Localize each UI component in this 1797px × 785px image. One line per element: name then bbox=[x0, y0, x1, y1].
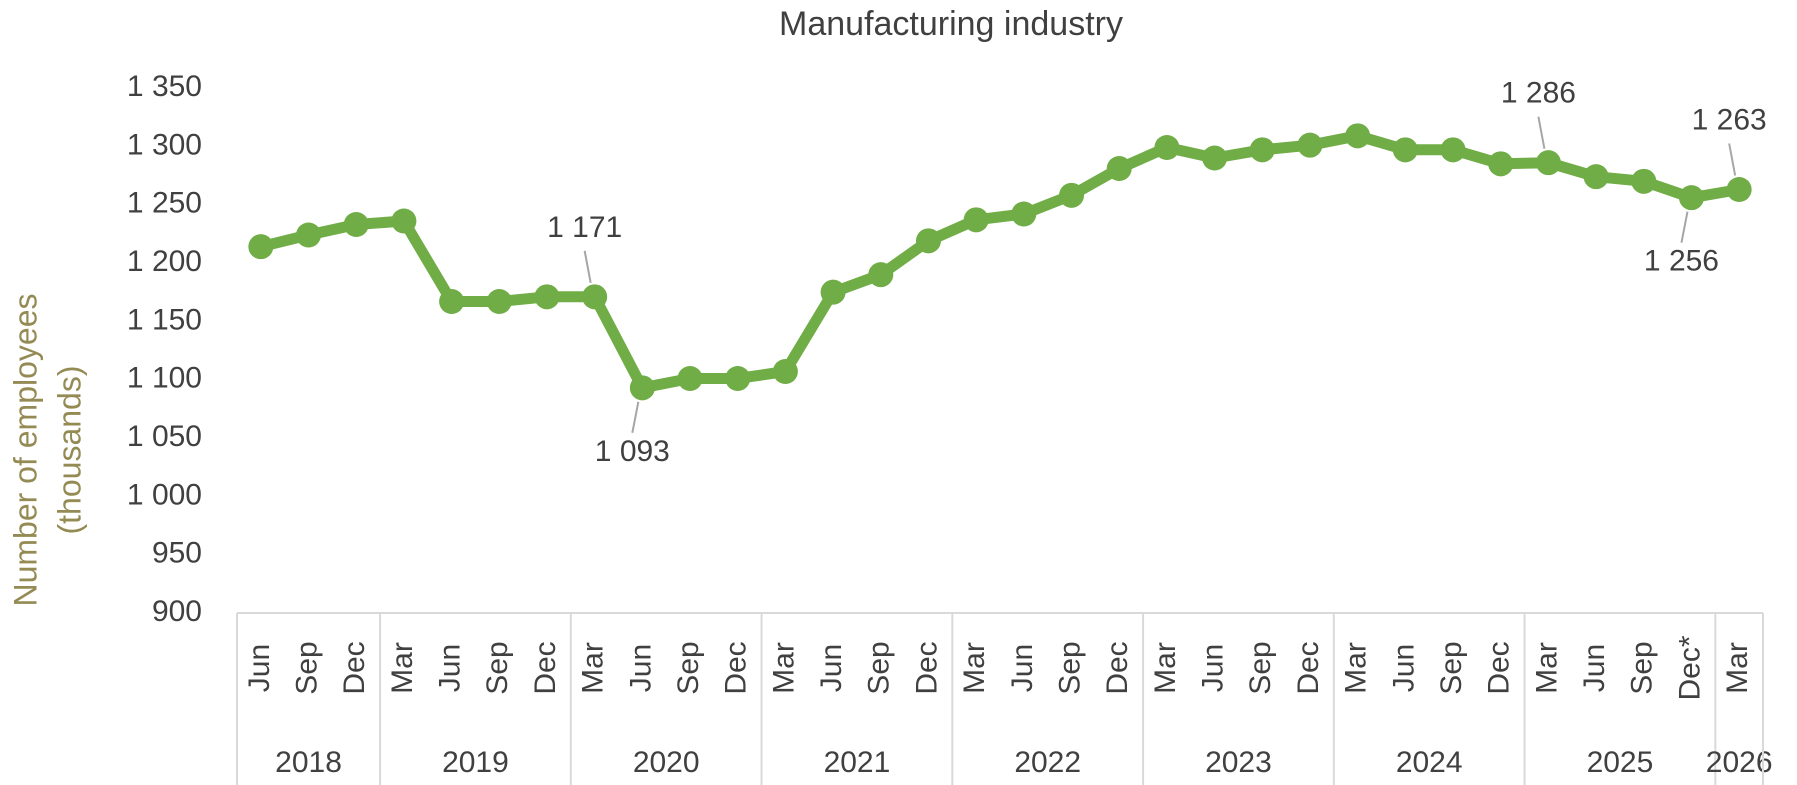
data-label: 1 093 bbox=[595, 435, 670, 468]
data-point bbox=[1678, 185, 1704, 211]
data-point bbox=[1059, 182, 1085, 208]
y-tick-label: 1 200 bbox=[127, 245, 202, 278]
data-point bbox=[772, 359, 798, 384]
data-point bbox=[820, 279, 846, 305]
data-point bbox=[1535, 150, 1561, 176]
data-point bbox=[1154, 135, 1180, 160]
x-tick-label: Jun bbox=[1197, 644, 1230, 692]
data-point bbox=[343, 212, 369, 237]
data-point bbox=[1249, 137, 1275, 163]
x-tick-label: Jun bbox=[1387, 644, 1420, 692]
data-point bbox=[1583, 164, 1609, 190]
y-axis-title: Number of employees bbox=[7, 293, 43, 606]
y-tick-label: 900 bbox=[152, 595, 202, 628]
data-point bbox=[915, 228, 941, 254]
x-group-label: 2024 bbox=[1396, 746, 1463, 779]
data-point bbox=[963, 207, 989, 233]
chart-title: Manufacturing industry bbox=[779, 5, 1123, 43]
data-point bbox=[629, 375, 655, 401]
y-tick-label: 1 100 bbox=[127, 362, 202, 395]
data-point bbox=[1202, 145, 1228, 171]
x-tick-label: Sep bbox=[1053, 641, 1086, 694]
x-tick-label: Jun bbox=[1006, 644, 1039, 692]
x-tick-label: Mar bbox=[1340, 642, 1373, 694]
data-label: 1 286 bbox=[1501, 77, 1576, 110]
x-group-label: 2023 bbox=[1205, 746, 1272, 779]
data-point bbox=[391, 208, 417, 234]
x-tick-label: Sep bbox=[1626, 641, 1659, 694]
x-group-label: 2021 bbox=[824, 746, 891, 779]
x-group-label: 2019 bbox=[442, 746, 509, 779]
x-group-label: 2025 bbox=[1587, 746, 1654, 779]
x-group-label: 2026 bbox=[1706, 746, 1773, 779]
x-tick-label: Mar bbox=[577, 642, 610, 694]
data-point bbox=[439, 289, 465, 314]
x-tick-label: Jun bbox=[434, 644, 467, 692]
y-tick-label: 1 000 bbox=[127, 478, 202, 511]
x-group-label: 2020 bbox=[633, 746, 700, 779]
x-tick-label: Mar bbox=[386, 642, 419, 694]
x-tick-label: Mar bbox=[958, 642, 991, 694]
data-point bbox=[1392, 137, 1418, 163]
y-tick-label: 1 250 bbox=[127, 187, 202, 220]
x-tick-label: Dec bbox=[910, 641, 943, 694]
x-tick-label: Sep bbox=[863, 641, 896, 694]
x-group-label: 2018 bbox=[275, 746, 342, 779]
data-label: 1 171 bbox=[547, 211, 622, 244]
x-tick-label: Dec bbox=[1483, 641, 1516, 694]
x-tick-label: Mar bbox=[1721, 642, 1754, 694]
data-point bbox=[1488, 151, 1514, 177]
y-tick-label: 950 bbox=[152, 537, 202, 570]
x-tick-label: Mar bbox=[1149, 642, 1182, 694]
x-tick-label: Sep bbox=[1435, 641, 1468, 694]
y-tick-label: 1 300 bbox=[127, 128, 202, 161]
leader-line bbox=[1537, 116, 1546, 149]
data-point bbox=[582, 284, 608, 310]
x-tick-label: Sep bbox=[1244, 641, 1277, 694]
x-group-label: 2022 bbox=[1014, 746, 1081, 779]
x-tick-label: Dec bbox=[338, 641, 371, 694]
leader-line bbox=[1728, 143, 1737, 176]
series-line bbox=[259, 130, 1741, 394]
x-tick-label: Dec bbox=[1292, 641, 1325, 694]
y-tick-label: 1 350 bbox=[127, 70, 202, 103]
data-point bbox=[1011, 201, 1037, 227]
y-tick-label: 1 150 bbox=[127, 303, 202, 336]
leader-line bbox=[1680, 211, 1689, 243]
data-point bbox=[248, 234, 274, 260]
x-tick-label: Mar bbox=[1530, 642, 1563, 694]
x-tick-label: Jun bbox=[243, 644, 276, 692]
data-point bbox=[1440, 137, 1466, 163]
x-tick-label: Mar bbox=[767, 642, 800, 694]
x-tick-label: Dec bbox=[529, 641, 562, 694]
x-tick-label: Dec bbox=[1101, 641, 1134, 694]
y-tick-label: 1 050 bbox=[127, 420, 202, 453]
data-point bbox=[677, 366, 703, 391]
x-tick-label: Jun bbox=[815, 644, 848, 692]
data-point bbox=[1345, 123, 1371, 149]
data-label: 1 256 bbox=[1644, 245, 1719, 278]
data-point bbox=[1726, 177, 1752, 202]
data-point bbox=[296, 222, 322, 248]
x-tick-label: Dec bbox=[720, 641, 753, 694]
data-point bbox=[868, 262, 894, 288]
y-axis-title: (thousands) bbox=[51, 366, 87, 535]
data-point bbox=[1297, 132, 1323, 158]
x-tick-label: Dec* bbox=[1673, 635, 1706, 700]
x-tick-label: Sep bbox=[290, 641, 323, 694]
data-point bbox=[725, 366, 751, 391]
data-point bbox=[1106, 156, 1132, 181]
leader-line bbox=[631, 401, 640, 434]
data-point bbox=[534, 284, 560, 310]
x-tick-label: Sep bbox=[481, 641, 514, 694]
data-point bbox=[486, 289, 512, 314]
x-tick-label: Sep bbox=[672, 641, 705, 694]
leader-line bbox=[583, 250, 592, 284]
data-point bbox=[1631, 168, 1657, 194]
x-tick-label: Jun bbox=[624, 644, 657, 692]
data-label: 1 263 bbox=[1692, 103, 1767, 136]
x-tick-label: Jun bbox=[1578, 644, 1611, 692]
